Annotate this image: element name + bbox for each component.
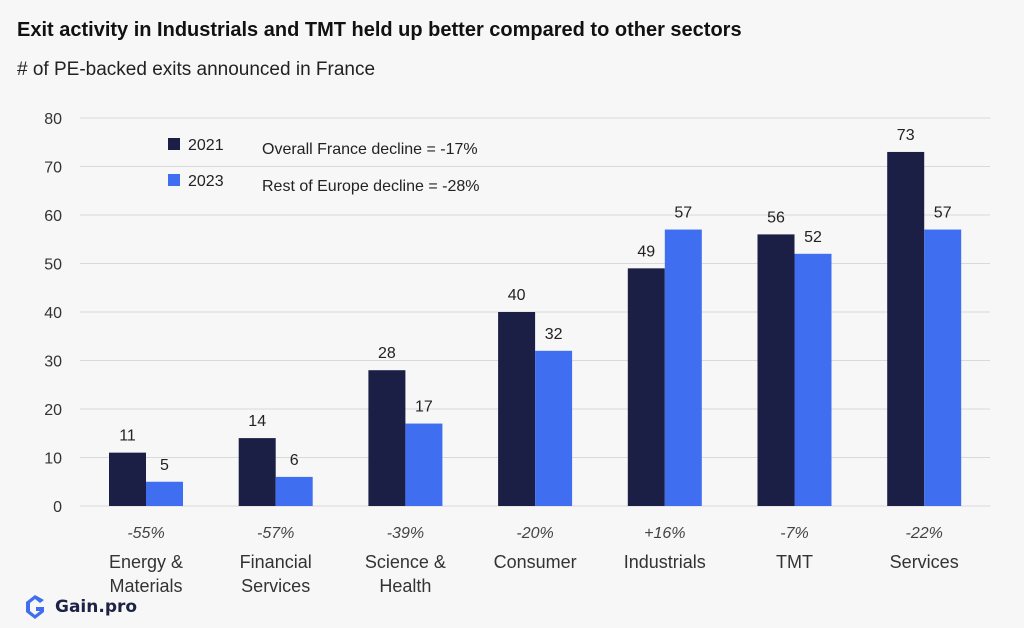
bar-value-label: 40	[508, 287, 526, 304]
x-category-label: TMT	[776, 552, 813, 572]
x-category-label: Industrials	[624, 552, 706, 572]
bar-2021	[498, 312, 536, 506]
bar-2023	[405, 423, 443, 506]
gainpro-logo: Gain.pro	[22, 594, 137, 620]
x-category-label: Health	[379, 576, 431, 596]
change-label: -7%	[780, 525, 808, 542]
bar-2023	[535, 350, 573, 506]
legend-swatch-2021	[168, 138, 180, 150]
bar-2023	[146, 481, 183, 506]
bar-value-label: 73	[897, 127, 915, 144]
bar-2021	[368, 370, 406, 506]
bars	[109, 151, 962, 507]
change-label: -20%	[516, 525, 553, 542]
x-category-label: Science &	[365, 552, 446, 572]
legend-note: Rest of Europe decline = -28%	[262, 178, 479, 195]
bar-2023	[924, 229, 962, 507]
gridlines	[80, 117, 990, 507]
bar-2021	[887, 151, 925, 506]
y-tick-label: 50	[44, 257, 62, 274]
change-label: -22%	[906, 525, 943, 542]
legend-label: 2023	[188, 173, 224, 190]
bar-value-label: 32	[545, 326, 563, 343]
bar-2023	[794, 253, 832, 506]
y-tick-label: 60	[44, 208, 62, 225]
bar-value-label: 5	[160, 457, 169, 474]
change-label: -55%	[127, 525, 164, 542]
bar-value-label: 57	[934, 205, 952, 222]
x-category-label: Services	[241, 576, 310, 596]
bar-value-label: 57	[674, 205, 692, 222]
bar-value-label: 6	[290, 452, 299, 469]
y-tick-label: 40	[44, 305, 62, 322]
y-tick-label: 10	[44, 451, 62, 468]
legend-swatch-2023	[168, 174, 180, 186]
bar-value-label: 17	[415, 399, 433, 416]
bar-value-label: 28	[378, 345, 396, 362]
bar-2023	[275, 476, 313, 506]
legend-label: 2021	[188, 137, 224, 154]
x-axis-categories: -55% Energy & Materials -57% Financial Servic…	[109, 525, 959, 596]
legend: 2021 2023 Overall France decline = -17% Res…	[168, 137, 479, 195]
x-category-label: Materials	[109, 576, 182, 596]
x-category-label: Consumer	[494, 552, 577, 572]
bar-2021	[109, 452, 146, 506]
y-tick-label: 0	[53, 499, 62, 516]
change-label: -57%	[257, 525, 294, 542]
bar-2021	[627, 268, 665, 506]
legend-note: Overall France decline = -17%	[262, 141, 478, 158]
y-tick-label: 20	[44, 402, 62, 419]
gainpro-logo-icon	[26, 595, 44, 619]
x-category-label: Financial	[240, 552, 312, 572]
logo-text: Gain.pro	[55, 597, 138, 617]
x-category-label: Energy &	[109, 552, 183, 572]
change-label: +16%	[644, 525, 685, 542]
chart-subtitle: # of PE-backed exits announced in France	[17, 59, 376, 80]
bar-2021	[238, 438, 276, 506]
bar-value-label: 11	[119, 428, 136, 445]
bar-value-label: 56	[767, 209, 785, 226]
data-labels: 11 5 14 6 28 17 40 32 49 57 56 52 73 57	[119, 127, 952, 474]
bar-value-label: 52	[804, 229, 822, 246]
y-axis-ticks: 0 10 20 30 40 50 60 70 80	[44, 111, 62, 516]
y-tick-label: 80	[44, 111, 62, 128]
bar-value-label: 49	[637, 243, 655, 260]
change-label: -39%	[387, 525, 424, 542]
y-tick-label: 70	[44, 160, 62, 177]
x-category-label: Services	[890, 552, 959, 572]
chart-title: Exit activity in Industrials and TMT hel…	[17, 19, 742, 41]
bar-value-label: 14	[248, 413, 266, 430]
bar-2023	[664, 229, 702, 507]
y-tick-label: 30	[44, 354, 62, 371]
bar-2021	[757, 234, 795, 506]
